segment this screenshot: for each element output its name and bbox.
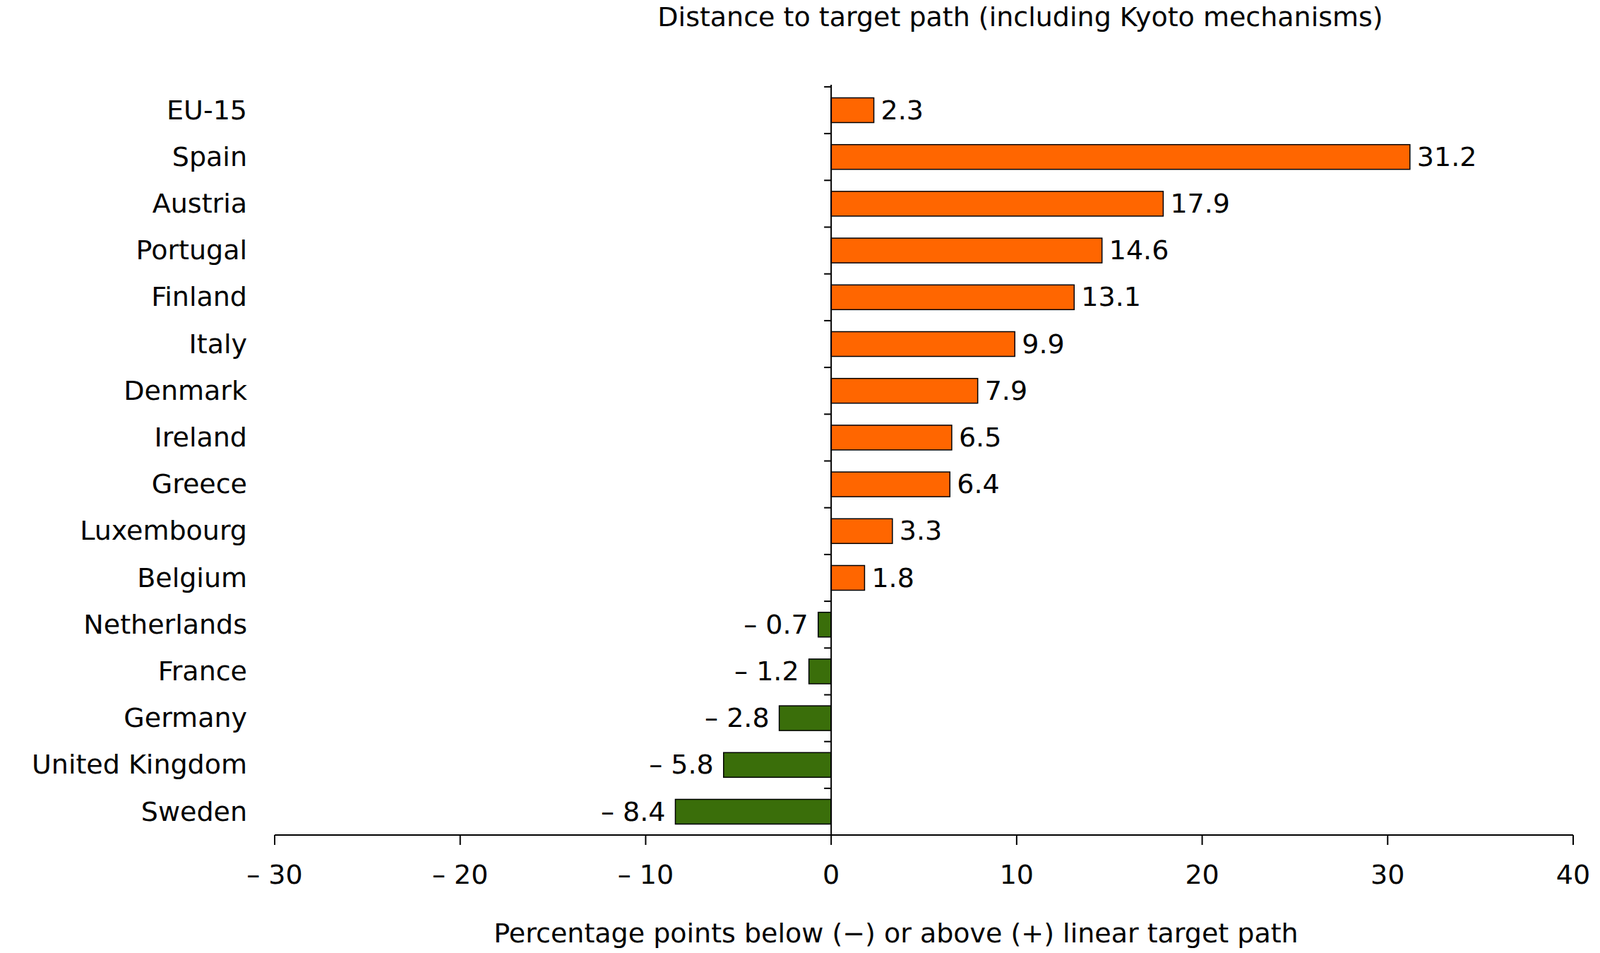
bar <box>809 658 832 684</box>
category-label: Denmark <box>123 374 248 407</box>
category-tick <box>824 319 832 322</box>
tick-label: 10 <box>999 858 1034 890</box>
tick <box>830 834 832 845</box>
chart: Distance to target path (including Kyoto… <box>0 0 1600 953</box>
bar <box>831 284 1074 310</box>
tick-label: 20 <box>1184 858 1219 890</box>
data-label: 7.9 <box>984 374 1028 407</box>
bar <box>831 191 1163 217</box>
data-label: 31.2 <box>1417 141 1478 173</box>
bar <box>779 705 832 731</box>
data-label: 6.5 <box>958 421 1002 453</box>
tick-label: 0 <box>822 858 840 890</box>
bar <box>831 237 1103 263</box>
tick <box>644 834 647 845</box>
tick <box>1386 834 1389 845</box>
bar <box>831 425 952 450</box>
data-label: – 0.7 <box>743 608 809 640</box>
category-label: Netherlands <box>83 608 248 640</box>
axis-label: Percentage points below (−) or above (+)… <box>493 917 1298 949</box>
data-label: – 1.2 <box>734 655 800 687</box>
tick <box>273 834 276 845</box>
category-tick <box>824 787 832 789</box>
category-label: Italy <box>189 328 248 360</box>
data-label: 17.9 <box>1169 187 1231 219</box>
category-label: Luxembourg <box>79 514 248 546</box>
category-tick <box>824 553 832 555</box>
category-label: Finland <box>151 281 248 313</box>
data-label: 13.1 <box>1081 281 1142 313</box>
data-label: – 8.4 <box>600 795 666 827</box>
data-label: – 5.8 <box>648 748 714 780</box>
category-tick <box>824 600 832 602</box>
bar <box>831 471 950 497</box>
bars <box>675 98 1410 825</box>
category-tick <box>824 506 832 509</box>
tick <box>1201 834 1204 845</box>
tick-label: – 10 <box>617 858 674 890</box>
data-label: – 2.8 <box>704 701 770 733</box>
data-label: 1.8 <box>871 562 914 594</box>
category-tick <box>824 366 832 368</box>
title: Distance to target path (including Kyoto… <box>657 1 1383 33</box>
category-label: Germany <box>123 701 248 733</box>
value-axis <box>274 833 1574 836</box>
tick-label: – 20 <box>432 858 488 890</box>
bar <box>831 378 978 404</box>
data-label: 14.6 <box>1109 234 1170 266</box>
data-label: 3.3 <box>899 514 942 546</box>
data-label: 2.3 <box>881 94 924 126</box>
tick <box>1572 834 1574 845</box>
category-tick <box>824 132 832 135</box>
category-tick <box>824 460 832 462</box>
category-tick <box>824 273 832 275</box>
category-tick <box>824 413 832 415</box>
bar <box>831 565 865 591</box>
bar <box>831 144 1411 170</box>
bar <box>818 612 832 637</box>
data-label: 6.4 <box>956 468 1000 500</box>
category-tick <box>824 226 832 229</box>
bar <box>831 331 1015 357</box>
category-label: Sweden <box>141 795 248 827</box>
data-label: 9.9 <box>1021 328 1065 360</box>
category-tick <box>824 740 832 743</box>
category-label: Greece <box>151 468 248 500</box>
bar <box>831 98 874 123</box>
category-label: Spain <box>172 141 248 173</box>
category-axis <box>830 84 832 835</box>
category-label: Austria <box>152 187 248 219</box>
tick-label: 30 <box>1370 858 1405 890</box>
category-label: EU-15 <box>166 94 248 126</box>
bar <box>675 799 832 825</box>
category-tick <box>824 86 832 88</box>
category-label: France <box>158 655 248 687</box>
tick <box>459 834 462 845</box>
category-label: Ireland <box>154 421 248 453</box>
bar <box>831 518 893 543</box>
category-tick <box>824 646 832 649</box>
tick <box>1016 834 1018 845</box>
tick-label: – 30 <box>246 858 303 890</box>
category-label: Portugal <box>136 234 248 266</box>
tick-label: 40 <box>1556 858 1591 890</box>
category-label: United Kingdom <box>31 748 248 780</box>
bar <box>723 751 832 777</box>
category-tick <box>824 179 832 181</box>
category-tick <box>824 694 832 696</box>
category-label: Belgium <box>136 562 248 594</box>
